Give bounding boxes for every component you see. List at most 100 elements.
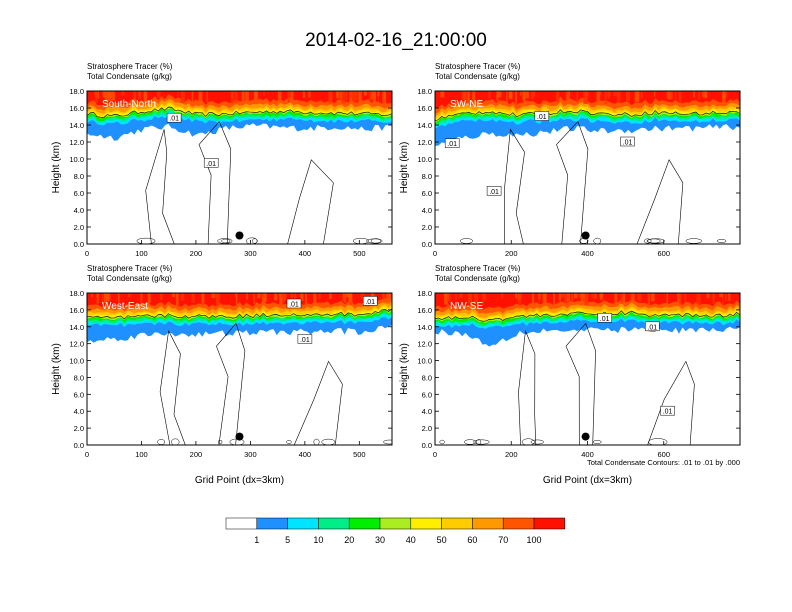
tracer-streak	[702, 91, 705, 99]
tracer-streak	[467, 293, 472, 304]
tracer-streak	[336, 91, 340, 99]
tracer-streak	[264, 293, 267, 302]
condensate-blob	[521, 438, 535, 445]
contour-label: .01	[537, 114, 547, 121]
tracer-streak	[558, 293, 562, 301]
tracer-streak	[261, 293, 265, 298]
tropopause-contour	[435, 109, 740, 122]
tracer-streak	[698, 91, 700, 100]
y-tick-label: 14.0	[69, 121, 84, 130]
y-tick-label: 6.0	[74, 189, 84, 198]
tracer-streak	[564, 293, 568, 304]
tracer-streak	[545, 293, 547, 303]
tracer-streak	[345, 91, 348, 102]
condensate-blob	[171, 438, 180, 445]
tropopause-contour	[87, 308, 392, 320]
y-tick-label: 0.0	[74, 441, 84, 450]
contour-label-box	[645, 321, 660, 332]
tracer-streak	[500, 293, 504, 299]
y-tick-label: 12.0	[417, 138, 432, 147]
x-tick-label: 100	[135, 249, 148, 258]
contour-label-box	[166, 112, 182, 123]
contour-label-box	[362, 296, 378, 306]
tracer-streak	[91, 293, 93, 298]
tracer-streak	[636, 91, 640, 103]
tracer-streak	[340, 91, 342, 100]
plot-area: .01 .01 .01 .01	[435, 91, 740, 244]
condensate-contour	[636, 159, 684, 244]
tracer-streak	[257, 293, 261, 299]
tracer-streak	[118, 293, 120, 304]
y-tick-label: 2.0	[422, 223, 432, 232]
y-tick-label: 12.0	[69, 138, 84, 147]
contour-label: .01	[447, 141, 457, 148]
tracer-streak	[300, 293, 304, 301]
tracer-streak	[496, 91, 499, 101]
tracer-streak	[654, 91, 656, 97]
tracer-streak	[585, 293, 587, 304]
condensate-contour	[293, 360, 343, 445]
colorbar-swatch	[287, 517, 319, 530]
tracer-streak	[353, 91, 355, 103]
tracer-streak	[102, 293, 104, 304]
tracer-streak	[497, 91, 501, 98]
tracer-streak	[698, 293, 701, 306]
tracer-streak	[211, 293, 216, 298]
y-tick-label: 8.0	[74, 172, 84, 181]
tracer-streak	[95, 91, 98, 103]
contour-note: Total Condensate Contours: .01 to .01 by…	[587, 458, 740, 467]
condensate-blob	[685, 238, 703, 244]
tracer-streak	[104, 91, 109, 104]
x-tick-label: 0	[433, 249, 437, 258]
tracer-streak	[722, 293, 724, 305]
x-tick-label: 0	[85, 249, 89, 258]
contour-label: .01	[169, 116, 179, 123]
tracer-streak	[574, 293, 578, 298]
plot-frame	[86, 90, 393, 245]
y-tick-label: 18.0	[69, 87, 84, 96]
condensate-blob	[648, 438, 668, 445]
y-tick-label: 16.0	[69, 306, 84, 315]
tracer-streak	[293, 293, 297, 302]
tracer-streak	[313, 293, 317, 304]
plot-frame	[86, 292, 393, 446]
colorbar-label: 60	[467, 535, 477, 545]
figure-title: 2014-02-16_21:00:00	[305, 30, 487, 51]
x-tick-label: 400	[581, 450, 594, 459]
tracer-streak	[133, 91, 137, 100]
tracer-streak	[102, 91, 106, 98]
tracer-streak	[678, 293, 682, 305]
x-tick-label: 200	[190, 249, 203, 258]
tracer-streak	[103, 293, 107, 303]
tracer-streak	[141, 293, 143, 301]
y-tick-label: 10.0	[417, 357, 432, 366]
condensate-blob	[245, 237, 258, 244]
location-marker	[235, 432, 244, 441]
condensate-contour	[198, 121, 232, 244]
tracer-streak	[198, 91, 203, 104]
tracer-streak	[580, 293, 584, 299]
colorbar-label: 1	[254, 535, 259, 545]
colorbar: 1 5 10 20 30 40 50 60 70 100	[225, 517, 566, 545]
colorbar-label: 20	[344, 535, 354, 545]
y-tick-label: 4.0	[422, 407, 432, 416]
panel-label: West-East	[102, 301, 148, 312]
tracer-streak	[704, 91, 708, 99]
tracer-streak	[509, 91, 513, 99]
tracer-streak	[522, 91, 526, 101]
tracer-streak	[634, 91, 637, 103]
tracer-streak	[377, 91, 380, 97]
condensate-blob	[716, 239, 727, 243]
condensate-blob	[252, 238, 258, 244]
panel-label: South-North	[102, 99, 156, 110]
tracer-streak	[109, 91, 112, 98]
tracer-streak	[488, 91, 491, 99]
condensate-blob	[592, 440, 602, 444]
location-marker	[235, 231, 244, 240]
tracer-streak	[305, 293, 307, 306]
panel-sw-ne: .01 .01 .01 .01 Stratosphere Tracer (%)Total…	[399, 62, 741, 258]
x-tick-label: 500	[353, 450, 366, 459]
tracer-streak	[181, 293, 185, 301]
y-tick-label: 16.0	[417, 306, 432, 315]
